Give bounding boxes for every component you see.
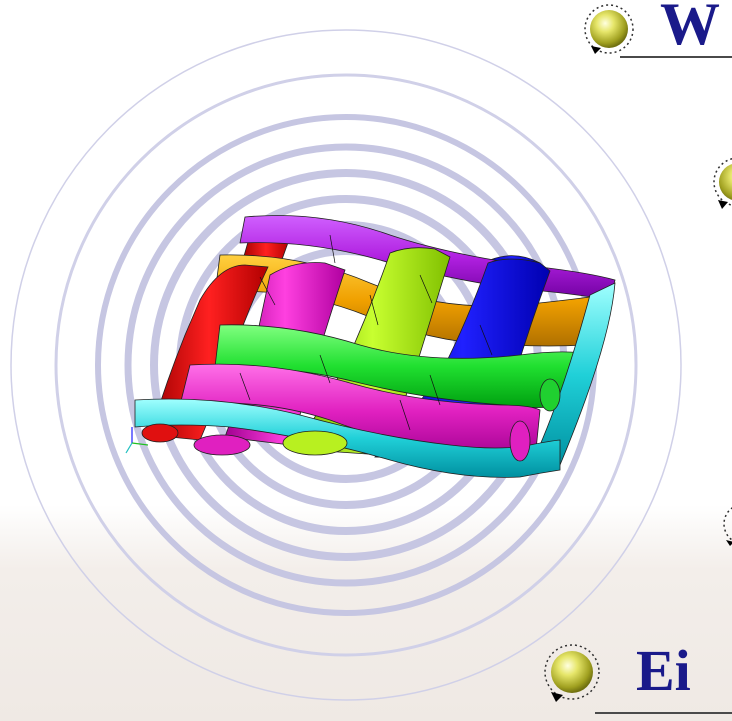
woven-fabric-graphic <box>125 215 616 478</box>
dotted-bullet-icon <box>723 507 732 546</box>
heading-bottom-underline <box>595 712 732 714</box>
heading-top-underline <box>620 56 732 58</box>
gold-sphere-icon <box>544 644 600 702</box>
heading-bottom: Ei <box>636 638 691 703</box>
gold-sphere-icon <box>584 4 634 54</box>
gold-sphere-icon <box>713 157 732 209</box>
heading-top: W <box>660 0 720 57</box>
